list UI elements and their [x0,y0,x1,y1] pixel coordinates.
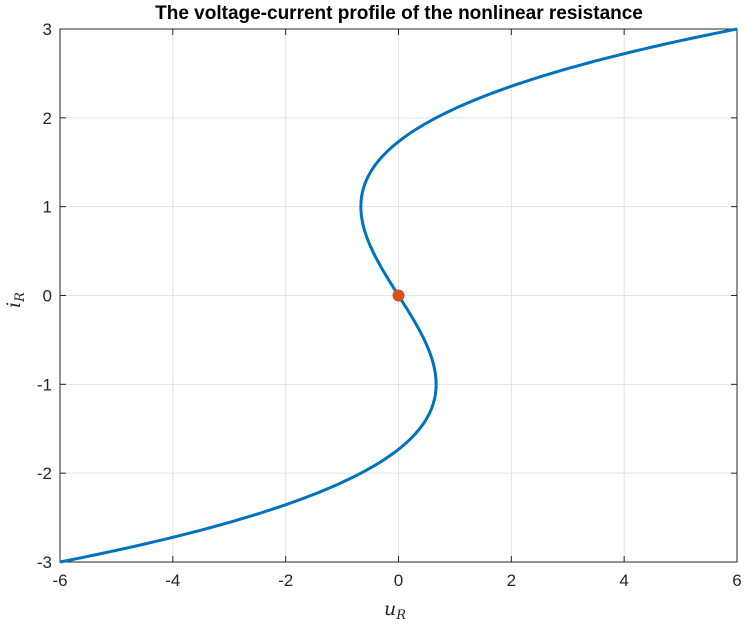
y-tick-label: -1 [37,375,52,394]
y-tick-label: 0 [43,287,52,306]
x-tick-label: 2 [507,571,516,590]
x-tick-label: 4 [619,571,628,590]
tick-labels: -6 -4 -2 0 2 4 6 -3 -2 -1 0 1 2 3 [37,20,742,590]
x-axis-label-sub: R [395,608,406,623]
y-axis-label: iR [3,292,28,308]
y-axis-label-sub: R [13,292,28,303]
x-axis-label-main: u [384,598,396,620]
y-axis-label-main: i [3,302,25,308]
x-tick-label: -2 [278,571,293,590]
marker-point [392,289,405,302]
x-axis-label: uR [384,598,406,623]
x-tick-label: -6 [52,571,67,590]
x-tick-label: 6 [732,571,741,590]
y-tick-label: -2 [37,464,52,483]
chart-title: The voltage-current profile of the nonli… [155,3,643,24]
x-tick-label: -4 [165,571,180,590]
x-tick-label: 0 [394,571,403,590]
ticks [59,28,738,563]
y-tick-label: 1 [43,198,52,217]
y-tick-label: -3 [37,553,52,572]
y-tick-label: 2 [43,109,52,128]
y-tick-label: 3 [43,20,52,39]
